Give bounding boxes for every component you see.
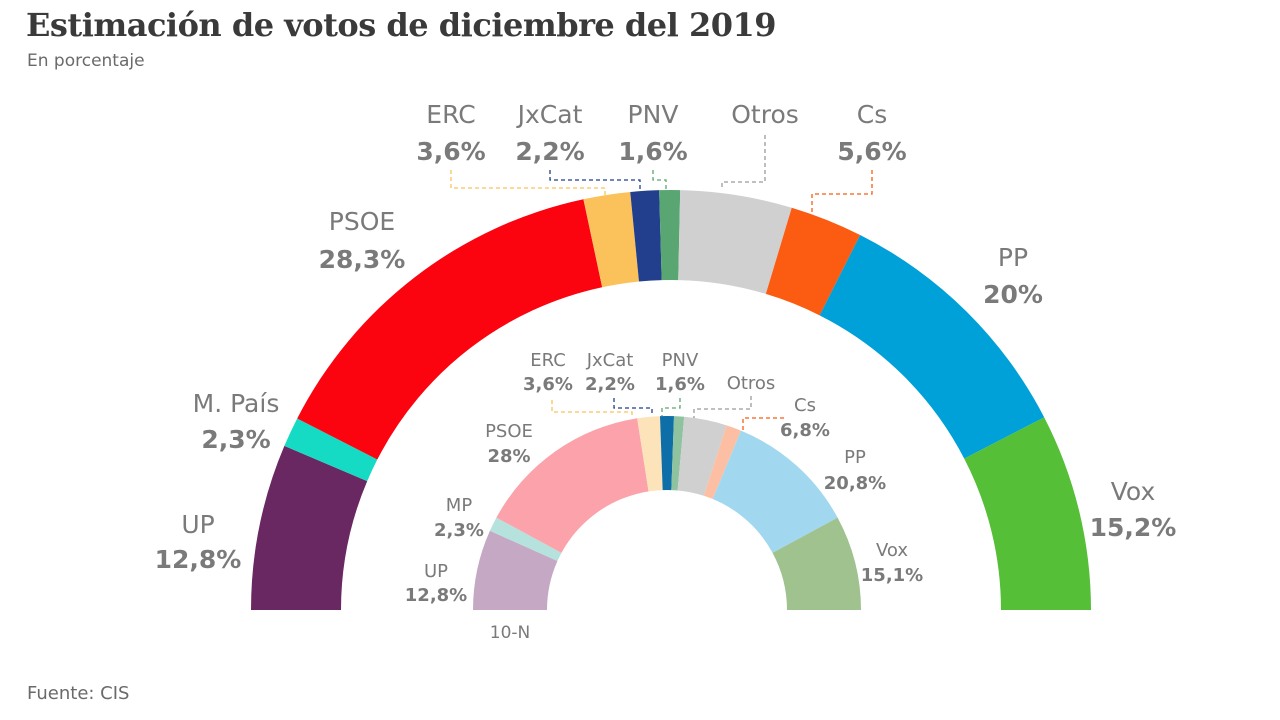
big-slice-pnv bbox=[659, 189, 681, 281]
small-slice-pp bbox=[712, 430, 838, 553]
small-label-value-pp: 20,8% bbox=[824, 473, 886, 494]
small-label-value-vox: 15,1% bbox=[861, 565, 923, 586]
big-label-name-pnv: PNV bbox=[628, 100, 679, 129]
big-slice-m-pa-s bbox=[284, 418, 378, 482]
small-label-value-mp: 2,3% bbox=[434, 520, 484, 541]
big-slice-jxcat bbox=[630, 190, 662, 282]
small-slice-otros bbox=[677, 416, 727, 496]
big-label-value-cs: 5,6% bbox=[837, 137, 906, 166]
big-leader-cs bbox=[811, 170, 873, 214]
small-label-name-vox: Vox bbox=[876, 540, 908, 561]
small-leader-pnv bbox=[661, 398, 681, 416]
big-label-value-up: 12,8% bbox=[155, 545, 242, 574]
small-leader-otros bbox=[693, 396, 752, 418]
small-slice-cs bbox=[703, 425, 741, 500]
big-label-value-jxcat: 2,2% bbox=[515, 137, 584, 166]
small-label-name-up: UP bbox=[424, 561, 448, 582]
big-leader-erc bbox=[450, 170, 606, 198]
big-chart-slices bbox=[251, 189, 1091, 610]
small-leader-jxcat bbox=[613, 398, 653, 416]
big-slice-erc bbox=[583, 191, 639, 288]
big-label-value-pp: 20% bbox=[983, 280, 1043, 309]
big-slice-cs bbox=[765, 207, 861, 316]
source-note: Fuente: CIS bbox=[27, 683, 130, 704]
small-slice-psoe bbox=[496, 418, 649, 553]
big-slice-vox bbox=[964, 417, 1091, 610]
chart-title: Estimación de votos de diciembre del 201… bbox=[26, 6, 777, 44]
big-slice-up bbox=[251, 445, 368, 610]
small-label-name-otros: Otros bbox=[727, 373, 776, 394]
small-slice-erc bbox=[637, 416, 663, 492]
big-label-name-m-pa-s: M. País bbox=[193, 389, 280, 418]
big-label-value-psoe: 28,3% bbox=[319, 245, 406, 274]
small-slice-pnv bbox=[671, 416, 685, 491]
small-chart-slices bbox=[473, 415, 862, 610]
big-slice-psoe bbox=[297, 199, 603, 460]
small-slice-jxcat bbox=[659, 415, 675, 491]
small-label-value-jxcat: 2,2% bbox=[585, 374, 635, 395]
label-leaders bbox=[450, 135, 873, 432]
big-label-value-pnv: 1,6% bbox=[618, 137, 687, 166]
big-label-name-jxcat: JxCat bbox=[516, 100, 583, 129]
small-label-name-psoe: PSOE bbox=[485, 421, 533, 442]
big-label-name-vox: Vox bbox=[1111, 477, 1155, 506]
small-label-value-psoe: 28% bbox=[487, 446, 530, 467]
big-slice-otros bbox=[678, 190, 792, 294]
chart-subtitle: En porcentaje bbox=[27, 51, 145, 71]
small-label-name-cs: Cs bbox=[794, 395, 816, 416]
big-label-value-vox: 15,2% bbox=[1090, 513, 1177, 542]
big-slice-pp bbox=[819, 235, 1045, 459]
big-label-value-m-pa-s: 2,3% bbox=[201, 425, 270, 454]
small-label-value-pnv: 1,6% bbox=[655, 374, 705, 395]
big-label-name-pp: PP bbox=[998, 243, 1028, 272]
small-slice-up bbox=[473, 530, 558, 610]
big-label-name-up: UP bbox=[181, 510, 214, 539]
big-label-value-erc: 3,6% bbox=[416, 137, 485, 166]
small-label-name-pp: PP bbox=[844, 447, 866, 468]
small-chart-title: 10-N bbox=[490, 623, 530, 643]
small-leader-cs bbox=[742, 417, 784, 432]
small-label-name-mp: MP bbox=[446, 495, 473, 516]
slice-labels: UP 12,8% M. País 2,3% PSOE 28,3% ERC 3,6% JxCat 2… bbox=[155, 100, 1177, 606]
small-label-value-erc: 3,6% bbox=[523, 374, 573, 395]
small-slice-vox bbox=[772, 517, 862, 610]
small-label-value-cs: 6,8% bbox=[780, 420, 830, 441]
small-label-value-up: 12,8% bbox=[405, 585, 467, 606]
small-leader-erc bbox=[551, 400, 633, 418]
big-label-name-otros: Otros bbox=[731, 100, 799, 129]
big-leader-pnv bbox=[652, 170, 667, 190]
big-leader-otros bbox=[721, 135, 766, 190]
small-slice-mp bbox=[489, 517, 562, 561]
big-label-name-cs: Cs bbox=[857, 100, 887, 129]
small-label-name-erc: ERC bbox=[530, 350, 566, 371]
small-label-name-jxcat: JxCat bbox=[586, 350, 634, 371]
big-label-name-erc: ERC bbox=[426, 100, 475, 129]
big-label-name-psoe: PSOE bbox=[329, 207, 395, 236]
big-leader-jxcat bbox=[549, 170, 641, 190]
small-label-name-pnv: PNV bbox=[662, 350, 699, 371]
